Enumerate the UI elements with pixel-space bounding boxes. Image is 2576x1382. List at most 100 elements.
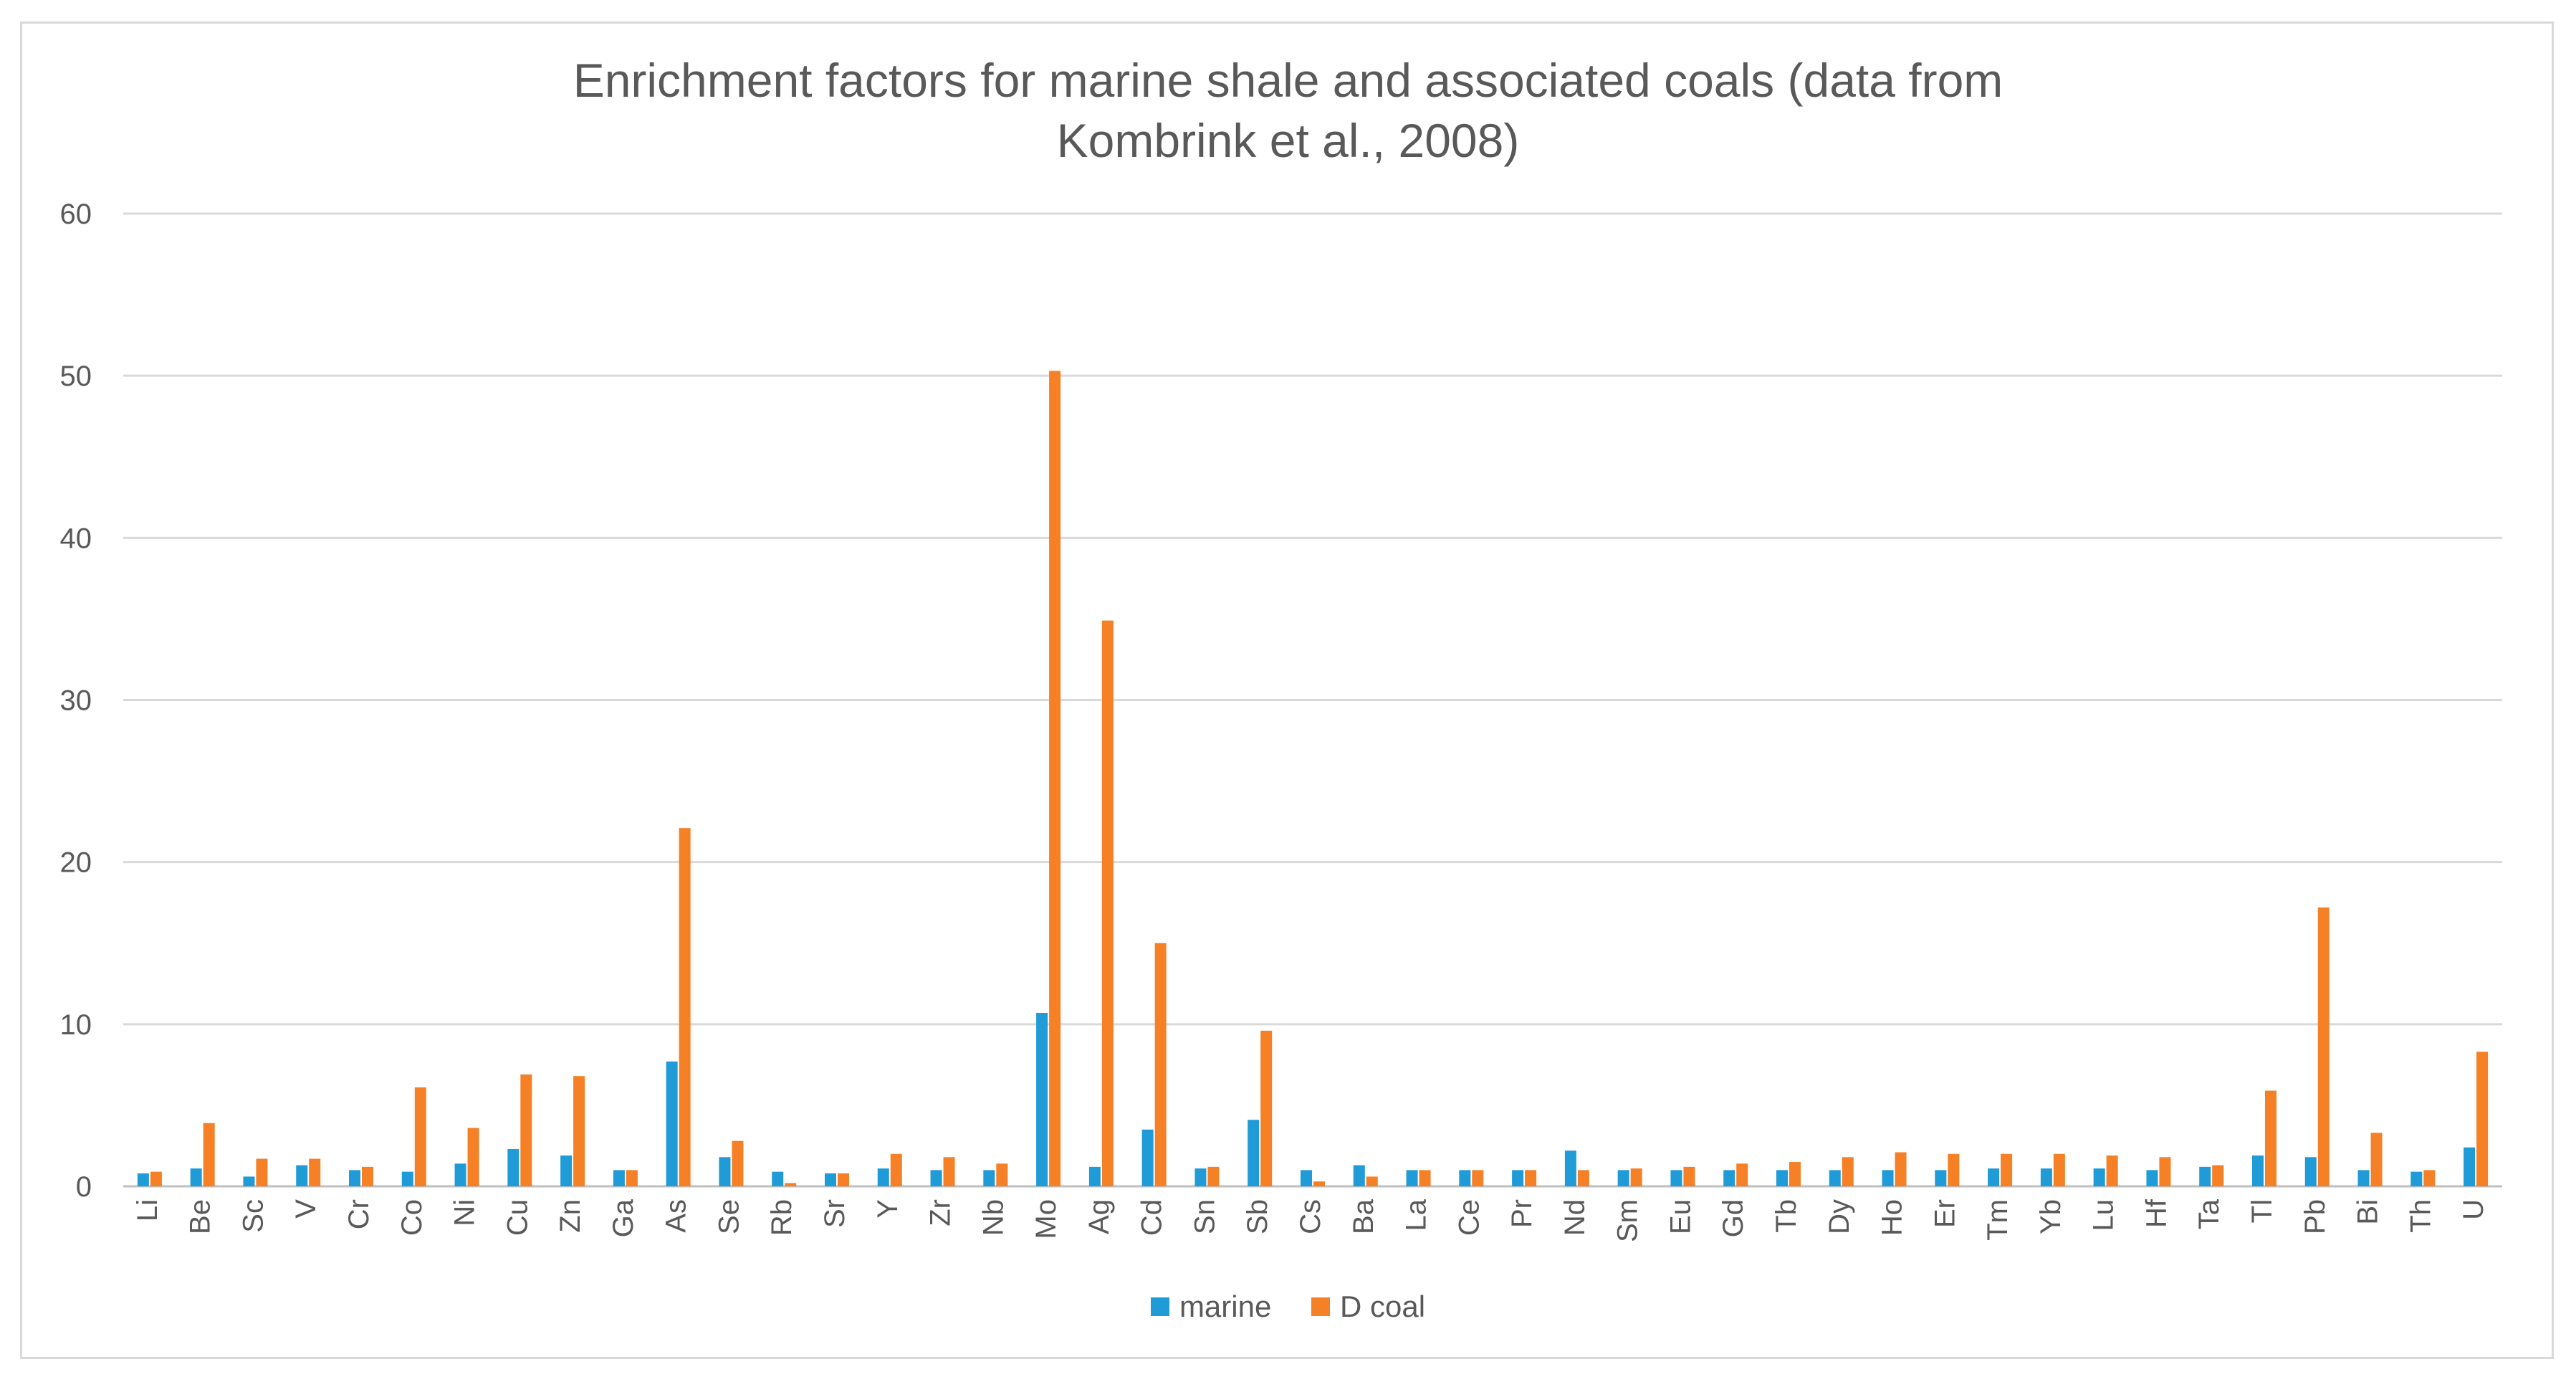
x-tick-label: Tm bbox=[1982, 1199, 2014, 1241]
bar-d-coal-ba bbox=[1366, 1176, 1378, 1186]
x-tick-label: V bbox=[290, 1199, 322, 1219]
bar-d-coal-as bbox=[679, 828, 691, 1186]
x-tick-label: Cr bbox=[343, 1199, 375, 1229]
bar-d-coal-yb bbox=[2053, 1153, 2065, 1186]
x-tick-label: U bbox=[2458, 1199, 2489, 1220]
y-tick-label: 10 bbox=[60, 1009, 92, 1041]
bar-d-coal-pr bbox=[1525, 1170, 1537, 1186]
bar-d-coal-ga bbox=[626, 1170, 638, 1186]
bar-d-coal-nb bbox=[996, 1163, 1008, 1186]
x-tick-label: Bi bbox=[2352, 1199, 2384, 1225]
bar-d-coal-nd bbox=[1577, 1170, 1589, 1186]
bar-marine-sn bbox=[1194, 1168, 1207, 1186]
bar-d-coal-li bbox=[150, 1171, 162, 1186]
bar-d-coal-ta bbox=[2212, 1165, 2224, 1186]
x-tick-label: Be bbox=[185, 1199, 216, 1234]
bar-marine-gd bbox=[1723, 1170, 1735, 1186]
bar-marine-y bbox=[877, 1168, 889, 1186]
legend-item-d-coal: D coal bbox=[1311, 1290, 1425, 1324]
bar-marine-nb bbox=[983, 1170, 995, 1186]
bar-d-coal-zn bbox=[573, 1076, 585, 1186]
x-tick-label: Dy bbox=[1824, 1199, 1855, 1234]
chart-frame bbox=[20, 22, 2554, 1359]
bar-d-coal-be bbox=[203, 1123, 215, 1186]
x-tick-label: Tb bbox=[1771, 1199, 1802, 1233]
y-tick-label: 30 bbox=[60, 685, 92, 717]
chart-title-line-2: Kombrink et al., 2008) bbox=[1056, 114, 1520, 167]
bar-marine-cs bbox=[1301, 1170, 1312, 1186]
bar-marine-ba bbox=[1353, 1165, 1365, 1186]
bar-marine-nd bbox=[1564, 1150, 1576, 1186]
x-tick-label: Ce bbox=[1453, 1199, 1485, 1236]
bar-marine-ho bbox=[1882, 1170, 1894, 1186]
bar-marine-co bbox=[401, 1171, 413, 1186]
bar-d-coal-ag bbox=[1101, 620, 1114, 1186]
bar-d-coal-dy bbox=[1842, 1157, 1854, 1186]
x-tick-label: Sc bbox=[237, 1199, 269, 1233]
bar-d-coal-tm bbox=[2001, 1153, 2013, 1186]
bar-d-coal-pb bbox=[2317, 907, 2330, 1186]
bar-d-coal-y bbox=[890, 1153, 902, 1186]
bar-marine-tm bbox=[1988, 1168, 2000, 1186]
x-tick-label: Cu bbox=[502, 1199, 533, 1236]
y-tick-label: 0 bbox=[76, 1171, 92, 1203]
bar-marine-be bbox=[190, 1168, 202, 1186]
x-tick-label: Se bbox=[713, 1199, 744, 1234]
bar-marine-cr bbox=[349, 1170, 360, 1186]
x-tick-label: Pb bbox=[2299, 1199, 2331, 1234]
bar-d-coal-sn bbox=[1207, 1166, 1220, 1186]
legend-swatch-d-coal bbox=[1311, 1297, 1330, 1316]
bar-marine-ta bbox=[2199, 1166, 2211, 1186]
bar-d-coal-mo bbox=[1049, 371, 1061, 1187]
x-tick-label: Sn bbox=[1189, 1199, 1220, 1234]
x-tick-label: Nb bbox=[977, 1199, 1009, 1236]
bar-d-coal-sm bbox=[1630, 1168, 1642, 1186]
bar-marine-ag bbox=[1088, 1166, 1101, 1186]
bar-marine-yb bbox=[2040, 1168, 2052, 1186]
bar-d-coal-tb bbox=[1789, 1162, 1801, 1186]
bar-marine-rb bbox=[772, 1171, 784, 1186]
y-tick-label: 40 bbox=[60, 523, 92, 554]
bar-d-coal-rb bbox=[785, 1183, 797, 1186]
x-tick-label: Yb bbox=[2035, 1199, 2067, 1234]
bar-d-coal-se bbox=[732, 1140, 744, 1186]
bar-marine-tb bbox=[1776, 1170, 1788, 1186]
bar-d-coal-v bbox=[309, 1158, 321, 1186]
x-tick-label: Sb bbox=[1242, 1199, 1273, 1234]
bar-d-coal-ho bbox=[1895, 1152, 1907, 1186]
x-tick-label: Eu bbox=[1665, 1199, 1696, 1234]
legend-item-marine: marine bbox=[1150, 1290, 1272, 1324]
x-tick-label: Ag bbox=[1083, 1199, 1115, 1234]
x-tick-label: As bbox=[661, 1199, 692, 1233]
bar-marine-sr bbox=[825, 1173, 836, 1186]
bar-marine-cu bbox=[507, 1148, 519, 1186]
bar-d-coal-u bbox=[2476, 1052, 2489, 1186]
y-tick-label: 20 bbox=[60, 847, 92, 879]
bar-marine-se bbox=[719, 1157, 731, 1186]
x-tick-label: Gd bbox=[1718, 1199, 1749, 1237]
x-tick-label: Cd bbox=[1136, 1199, 1168, 1236]
x-tick-label: La bbox=[1401, 1198, 1432, 1231]
bar-marine-as bbox=[666, 1061, 678, 1186]
x-tick-label: Lu bbox=[2088, 1199, 2120, 1231]
x-tick-label: Ba bbox=[1348, 1198, 1379, 1234]
bar-marine-sm bbox=[1617, 1170, 1629, 1186]
x-tick-label: Th bbox=[2405, 1199, 2436, 1233]
legend: marine D coal bbox=[0, 1289, 2576, 1324]
x-tick-label: Co bbox=[396, 1199, 428, 1236]
bar-d-coal-eu bbox=[1683, 1166, 1695, 1186]
x-tick-label: Sr bbox=[819, 1199, 851, 1228]
chart-title-line-1: Enrichment factors for marine shale and … bbox=[573, 54, 2003, 107]
bar-marine-dy bbox=[1829, 1170, 1841, 1186]
x-tick-label: Cs bbox=[1295, 1199, 1326, 1234]
bar-marine-hf bbox=[2146, 1170, 2158, 1186]
x-tick-label: Pr bbox=[1506, 1199, 1538, 1228]
bar-d-coal-hf bbox=[2159, 1157, 2171, 1186]
bar-d-coal-sc bbox=[256, 1158, 268, 1186]
x-tick-label: Ga bbox=[608, 1198, 639, 1237]
bar-marine-pr bbox=[1512, 1170, 1524, 1186]
bar-d-coal-bi bbox=[2370, 1133, 2383, 1186]
chart-title: Enrichment factors for marine shale and … bbox=[0, 50, 2576, 171]
legend-label-marine: marine bbox=[1179, 1290, 1272, 1323]
bar-marine-la bbox=[1406, 1170, 1418, 1186]
